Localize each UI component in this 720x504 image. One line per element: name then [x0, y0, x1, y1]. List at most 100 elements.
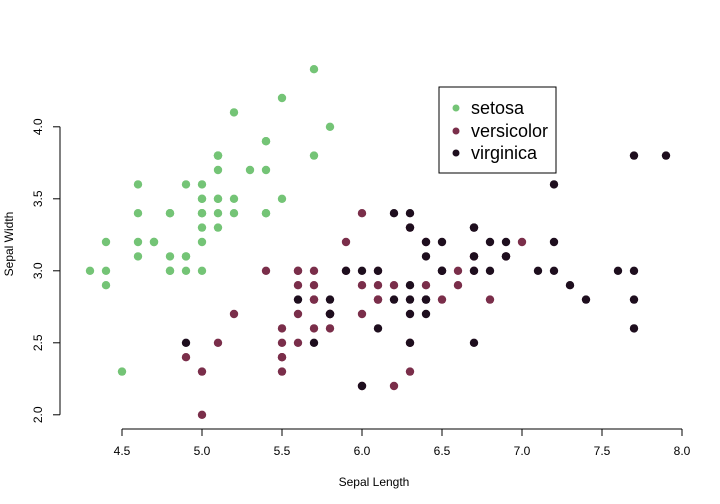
data-point-virginica — [405, 223, 415, 232]
data-point-virginica — [613, 266, 623, 275]
data-point-virginica — [469, 223, 479, 232]
data-point-setosa — [229, 194, 239, 203]
data-point-setosa — [261, 165, 271, 175]
data-point-versicolor — [197, 367, 207, 376]
data-point-virginica — [405, 281, 415, 290]
data-point-versicolor — [309, 324, 319, 333]
data-point-setosa — [165, 252, 175, 261]
data-point-versicolor — [453, 266, 463, 275]
data-point-virginica — [405, 338, 415, 347]
series-setosa — [85, 65, 335, 376]
data-point-versicolor — [405, 367, 415, 376]
data-point-virginica — [437, 237, 447, 247]
data-point-setosa — [197, 223, 207, 232]
data-point-versicolor — [197, 410, 207, 419]
data-point-setosa — [101, 266, 111, 275]
data-point-setosa — [261, 137, 271, 146]
data-point-versicolor — [181, 353, 191, 362]
data-point-setosa — [133, 237, 143, 247]
data-point-versicolor — [437, 295, 447, 304]
data-point-virginica — [405, 209, 415, 218]
data-point-versicolor — [485, 295, 495, 304]
data-point-virginica — [421, 295, 431, 304]
data-point-virginica — [181, 338, 191, 347]
data-point-setosa — [133, 252, 143, 261]
data-point-virginica — [549, 237, 559, 247]
data-point-versicolor — [293, 309, 303, 319]
data-point-versicolor — [277, 367, 287, 376]
data-point-setosa — [277, 93, 287, 103]
y-tick-label: 3.0 — [31, 262, 45, 279]
data-point-versicolor — [325, 324, 335, 333]
legend-label-setosa: setosa — [471, 98, 525, 118]
data-point-setosa — [133, 180, 143, 189]
data-point-virginica — [549, 180, 559, 189]
data-point-virginica — [309, 338, 319, 347]
data-point-setosa — [213, 209, 223, 218]
data-point-setosa — [197, 266, 207, 275]
data-point-setosa — [181, 266, 191, 275]
data-point-virginica — [485, 237, 495, 247]
x-tick-label: 4.5 — [114, 444, 131, 458]
data-point-versicolor — [261, 266, 271, 275]
data-point-virginica — [293, 295, 303, 304]
data-point-virginica — [533, 266, 543, 275]
legend-marker-versicolor — [452, 127, 460, 135]
data-point-virginica — [421, 237, 431, 247]
data-point-setosa — [309, 151, 319, 160]
y-tick-label: 2.5 — [31, 334, 45, 351]
data-point-setosa — [245, 165, 255, 175]
data-point-virginica — [421, 252, 431, 261]
legend-marker-setosa — [452, 104, 460, 112]
data-point-virginica — [501, 252, 511, 261]
legend-label-virginica: virginica — [471, 143, 538, 163]
y-axis: 2.0 2.5 3.0 3.5 4.0 — [31, 118, 61, 423]
data-point-virginica — [341, 266, 351, 275]
data-point-setosa — [229, 209, 239, 218]
data-point-setosa — [197, 237, 207, 247]
data-point-setosa — [181, 180, 191, 189]
data-point-virginica — [629, 295, 639, 304]
data-point-setosa — [261, 209, 271, 218]
data-point-virginica — [501, 237, 511, 247]
data-point-virginica — [421, 309, 431, 319]
data-point-setosa — [213, 165, 223, 175]
data-point-setosa — [101, 237, 111, 247]
data-point-setosa — [149, 237, 159, 247]
data-point-setosa — [165, 209, 175, 218]
data-point-virginica — [629, 324, 639, 333]
data-point-virginica — [469, 266, 479, 275]
data-point-setosa — [101, 281, 111, 290]
data-point-versicolor — [309, 266, 319, 275]
y-tick-label: 4.0 — [31, 118, 45, 135]
data-point-versicolor — [389, 281, 399, 290]
data-point-versicolor — [357, 209, 367, 218]
data-point-virginica — [405, 309, 415, 319]
data-point-virginica — [389, 209, 399, 218]
data-point-virginica — [357, 381, 367, 391]
data-point-setosa — [213, 194, 223, 203]
data-point-virginica — [405, 295, 415, 304]
data-point-setosa — [165, 266, 175, 275]
data-point-setosa — [229, 108, 239, 117]
data-point-setosa — [181, 252, 191, 261]
x-tick-label: 8.0 — [674, 444, 691, 458]
data-point-versicolor — [309, 295, 319, 304]
data-point-setosa — [133, 209, 143, 218]
data-point-versicolor — [373, 295, 383, 304]
data-point-versicolor — [277, 324, 287, 333]
data-point-setosa — [85, 266, 95, 275]
x-tick-label: 6.0 — [354, 444, 371, 458]
x-axis-title: Sepal Length — [339, 475, 410, 489]
x-tick-label: 6.5 — [434, 444, 451, 458]
data-point-setosa — [197, 209, 207, 218]
legend-label-versicolor: versicolor — [471, 121, 548, 141]
legend: setosa versicolor virginica — [438, 86, 557, 174]
data-point-virginica — [485, 266, 495, 275]
x-tick-label: 5.0 — [194, 444, 211, 458]
x-axis: 4.5 5.0 5.5 6.0 6.5 7.0 7.5 8.0 — [114, 428, 691, 458]
data-point-versicolor — [421, 281, 431, 290]
series-virginica — [181, 151, 671, 391]
data-point-setosa — [197, 180, 207, 189]
